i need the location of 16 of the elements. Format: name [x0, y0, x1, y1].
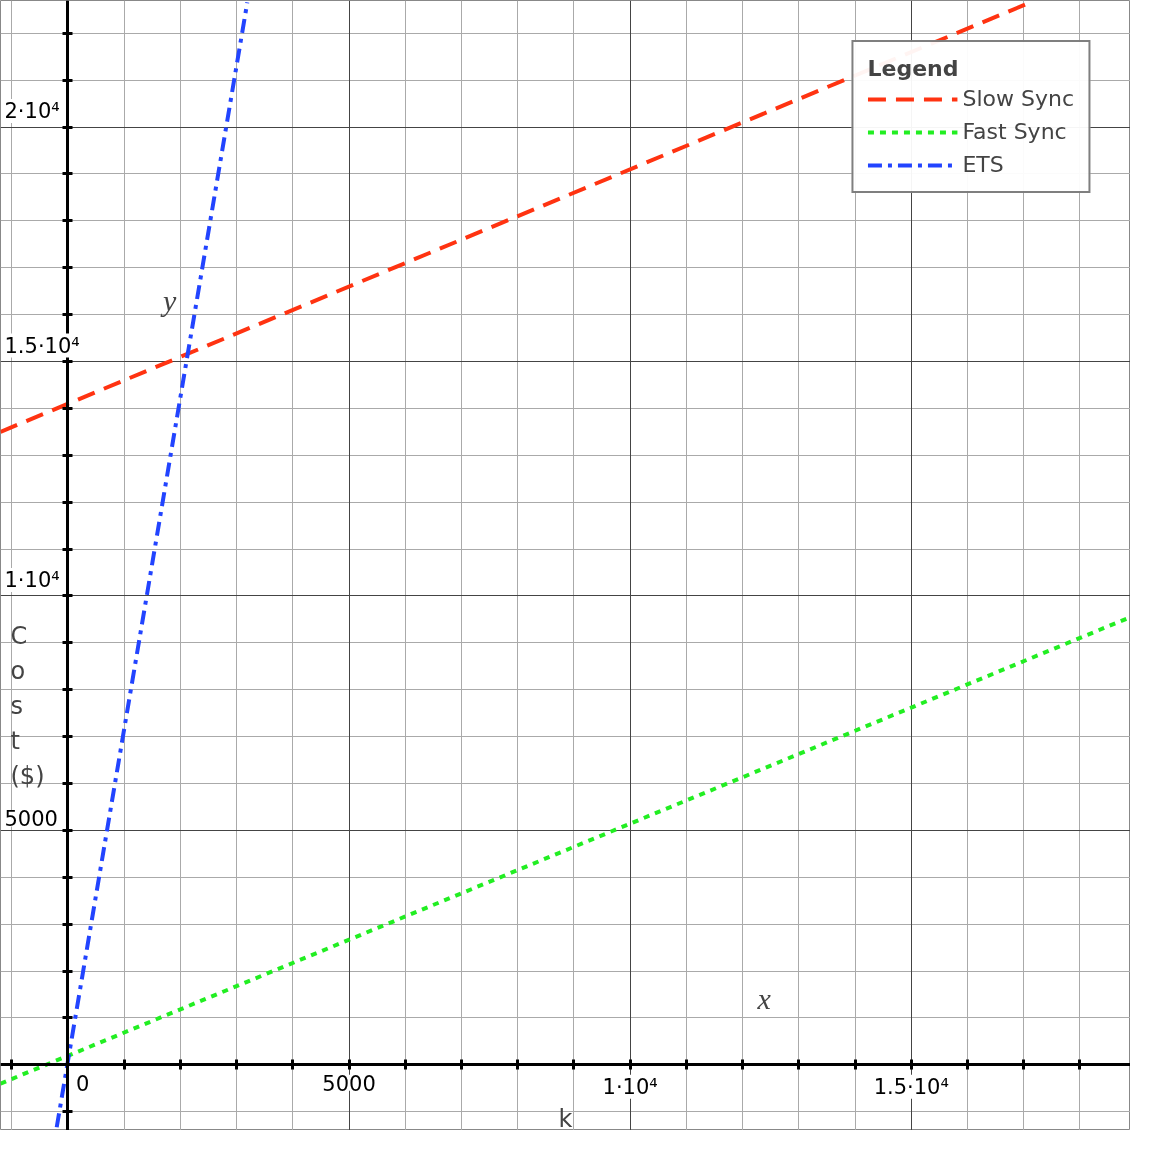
x-axis-title: k — [558, 1104, 573, 1133]
legend-title: Legend — [867, 56, 960, 81]
legend-label: Slow Sync — [962, 86, 1074, 111]
annotation: x — [756, 981, 772, 1015]
y-tick-label: 1.5·10⁴ — [4, 333, 80, 358]
x-tick-label: 1.5·10⁴ — [873, 1074, 949, 1099]
y-axis-title: Cost ($) — [10, 622, 45, 790]
x-tick-label: 1·10⁴ — [602, 1074, 658, 1099]
annotation: y — [159, 283, 177, 317]
legend-label: ETS — [962, 152, 1004, 177]
x-tick-label: 0 — [75, 1071, 90, 1096]
y-tick-label: 2·10⁴ — [4, 99, 60, 124]
x-tick-label: 5000 — [322, 1071, 376, 1096]
y-tick-label: 5000 — [4, 807, 58, 832]
y-tick-label: 1·10⁴ — [4, 567, 60, 592]
legend-label: Fast Sync — [962, 119, 1067, 144]
